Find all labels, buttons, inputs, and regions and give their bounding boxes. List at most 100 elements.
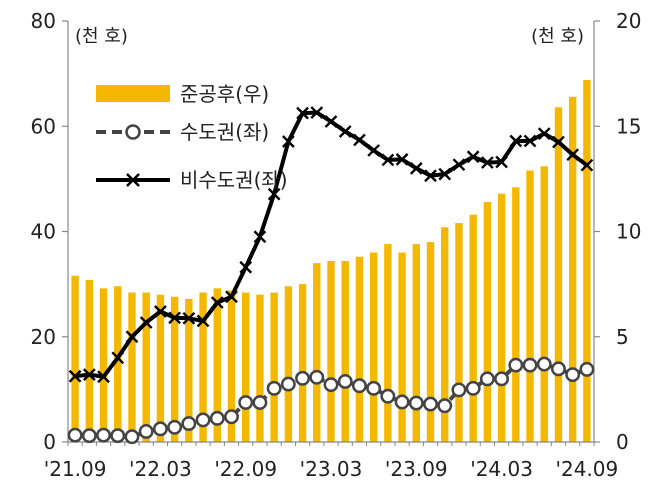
x-tick-label-5: '24.03 bbox=[470, 457, 533, 481]
marker-nonmetro-28 bbox=[466, 150, 480, 164]
marker-metro-8 bbox=[181, 416, 197, 432]
marker-nonmetro-4 bbox=[125, 330, 139, 344]
right-tick-label-1: 5 bbox=[616, 325, 629, 349]
bar-completed-36 bbox=[583, 79, 591, 442]
right-axis-unit: (천 호) bbox=[531, 26, 584, 47]
x-tick-label-4: '23.09 bbox=[385, 457, 448, 481]
bar-completed-14 bbox=[270, 292, 278, 442]
marker-metro-10 bbox=[209, 410, 225, 426]
marker-metro-5 bbox=[138, 424, 154, 439]
marker-metro-33 bbox=[536, 356, 552, 372]
marker-metro-19 bbox=[337, 374, 353, 389]
marker-nonmetro-19 bbox=[338, 125, 352, 138]
bar-completed-27 bbox=[455, 223, 463, 442]
marker-nonmetro-24 bbox=[409, 162, 423, 175]
bar-completed-35 bbox=[568, 96, 577, 442]
marker-metro-12 bbox=[238, 395, 254, 410]
marker-nonmetro-1 bbox=[82, 368, 96, 381]
bar-completed-19 bbox=[341, 260, 349, 442]
marker-nonmetro-21 bbox=[367, 144, 380, 157]
bar-completed-3 bbox=[114, 286, 122, 442]
bar-series-completed bbox=[71, 79, 591, 443]
marker-nonmetro-33 bbox=[537, 127, 551, 140]
left-tick-label-0: 0 bbox=[43, 430, 56, 454]
left-axis-unit: (천 호) bbox=[75, 26, 128, 47]
marker-nonmetro-8 bbox=[182, 311, 196, 325]
marker-metro-28 bbox=[465, 380, 481, 396]
marker-metro-31 bbox=[508, 357, 524, 373]
marker-nonmetro-29 bbox=[481, 156, 494, 169]
marker-metro-18 bbox=[323, 377, 339, 393]
marker-metro-34 bbox=[551, 361, 566, 377]
bar-completed-11 bbox=[227, 290, 236, 442]
marker-nonmetro-11 bbox=[225, 290, 238, 304]
bar-completed-13 bbox=[256, 294, 264, 442]
marker-nonmetro-36 bbox=[580, 158, 594, 172]
marker-metro-23 bbox=[394, 394, 410, 410]
bar-completed-17 bbox=[313, 263, 321, 442]
axes: 0 20 40 60 80 0 5 10 15 20 '21.09 '22.03 '22.09 '23.0… bbox=[31, 9, 642, 481]
marker-metro-1 bbox=[81, 428, 97, 444]
legend-label-nonmetro: 비수도권(좌) bbox=[180, 168, 288, 192]
marker-nonmetro-25 bbox=[424, 169, 437, 183]
marker-metro-7 bbox=[167, 419, 183, 435]
marker-metro-30 bbox=[494, 371, 510, 387]
right-tick-label-0: 0 bbox=[616, 430, 629, 454]
bar-completed-1 bbox=[85, 279, 94, 442]
bar-completed-23 bbox=[398, 252, 406, 442]
left-tick-label-3: 60 bbox=[31, 114, 56, 138]
marker-metro-35 bbox=[565, 367, 581, 383]
bar-completed-12 bbox=[242, 292, 250, 442]
bar-completed-28 bbox=[469, 214, 477, 442]
marker-metro-36 bbox=[579, 361, 595, 377]
marker-metro-22 bbox=[380, 388, 396, 404]
legend-swatch-completed bbox=[96, 85, 170, 102]
marker-metro-16 bbox=[295, 370, 311, 386]
marker-nonmetro-0 bbox=[68, 369, 82, 383]
marker-nonmetro-5 bbox=[139, 316, 153, 329]
right-tick-label-3: 15 bbox=[616, 114, 641, 138]
bar-completed-15 bbox=[284, 286, 293, 442]
bar-completed-33 bbox=[540, 166, 548, 442]
marker-metro-13 bbox=[252, 395, 268, 410]
left-tick-label-2: 40 bbox=[31, 220, 56, 244]
marker-metro-25 bbox=[423, 396, 438, 412]
marker-metro-2 bbox=[96, 427, 111, 443]
bar-completed-18 bbox=[327, 260, 335, 442]
marker-nonmetro-15 bbox=[282, 135, 295, 148]
marker-metro-15 bbox=[280, 376, 296, 392]
marker-nonmetro-26 bbox=[438, 167, 452, 181]
marker-nonmetro-10 bbox=[210, 296, 224, 309]
right-tick-label-2: 10 bbox=[616, 220, 641, 244]
bar-completed-8 bbox=[185, 298, 193, 442]
bar-completed-31 bbox=[512, 187, 520, 442]
marker-metro-21 bbox=[366, 380, 382, 396]
bar-completed-7 bbox=[170, 296, 179, 442]
marker-metro-4 bbox=[124, 429, 140, 445]
marker-metro-6 bbox=[152, 421, 168, 437]
marker-nonmetro-3 bbox=[111, 351, 125, 365]
marker-nonmetro-18 bbox=[324, 115, 338, 128]
marker-metro-17 bbox=[309, 369, 325, 385]
marker-metro-20 bbox=[351, 378, 367, 394]
bar-completed-10 bbox=[213, 288, 221, 442]
bar-completed-32 bbox=[526, 170, 534, 442]
legend-marker-nonmetro bbox=[126, 173, 140, 187]
bar-completed-25 bbox=[426, 242, 435, 442]
x-tick-label-3: '23.03 bbox=[300, 457, 363, 481]
marker-metro-14 bbox=[266, 380, 282, 396]
marker-nonmetro-6 bbox=[154, 305, 167, 318]
marker-nonmetro-7 bbox=[168, 311, 181, 325]
left-tick-label-4: 80 bbox=[31, 9, 56, 33]
bar-completed-26 bbox=[441, 227, 449, 442]
bar-completed-24 bbox=[412, 244, 420, 442]
bar-completed-4 bbox=[128, 292, 136, 442]
marker-nonmetro-9 bbox=[196, 314, 210, 328]
marker-nonmetro-27 bbox=[452, 158, 466, 172]
marker-metro-32 bbox=[522, 357, 538, 373]
marker-nonmetro-23 bbox=[395, 153, 409, 166]
legend: 준공후(우) 수도권(좌) 비수도권(좌) bbox=[96, 82, 288, 192]
legend-label-completed: 준공후(우) bbox=[180, 82, 269, 106]
bar-completed-30 bbox=[497, 193, 506, 442]
